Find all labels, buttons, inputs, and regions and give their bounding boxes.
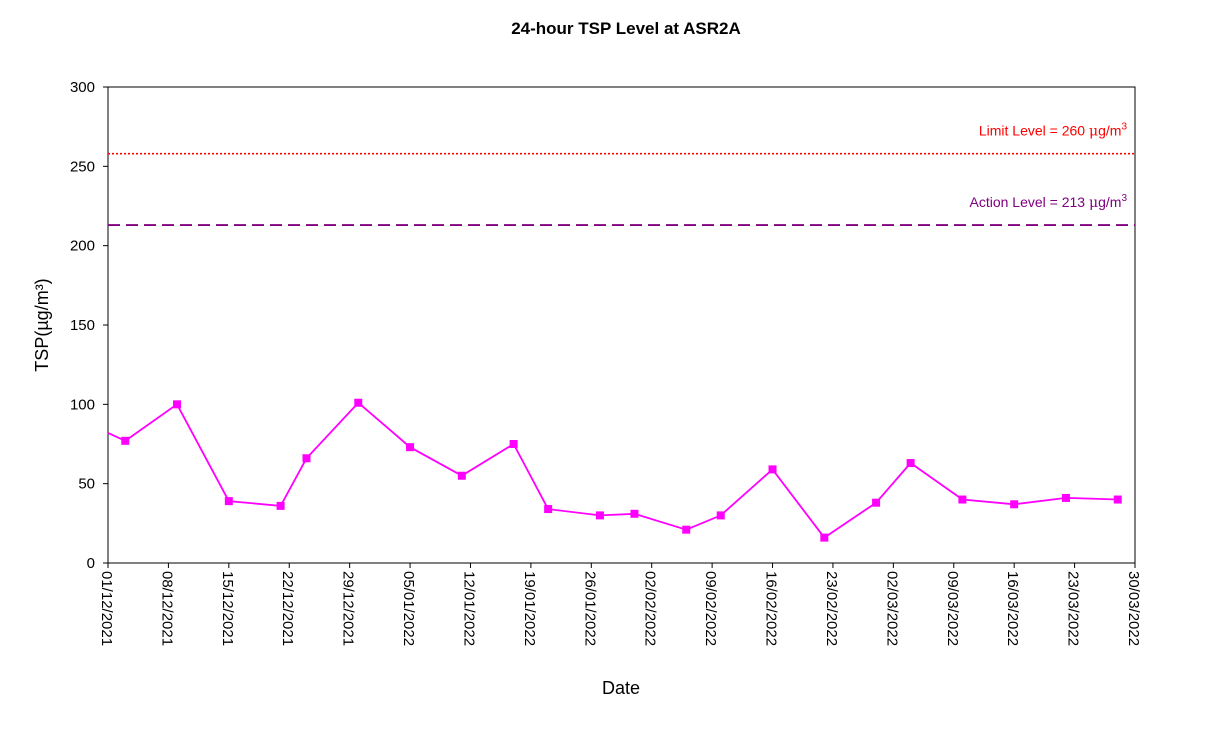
reference-label-unit: g/m xyxy=(1098,123,1121,139)
y-axis: 0 50 100 150 200 250 300 xyxy=(70,79,108,572)
x-tick-label: 23/02/2022 xyxy=(823,571,840,646)
data-point xyxy=(958,495,967,504)
data-point xyxy=(544,505,553,514)
x-tick-label: 05/01/2022 xyxy=(400,571,417,646)
reference-label-unit: g/m xyxy=(1098,194,1121,210)
x-tick-label: 30/03/2022 xyxy=(1125,571,1142,646)
x-tick-label: 08/12/2021 xyxy=(158,571,175,646)
x-tick-label: 16/02/2022 xyxy=(763,571,780,646)
data-point xyxy=(1061,493,1070,502)
x-tick-label: 02/03/2022 xyxy=(883,571,900,646)
data-point xyxy=(173,400,182,409)
data-point xyxy=(820,533,829,542)
series-tsp xyxy=(107,398,1122,542)
reference-label-sup: 3 xyxy=(1121,193,1127,204)
data-point xyxy=(768,465,777,474)
reference-line-label: Limit Level = 260 μg/m3 xyxy=(979,122,1128,140)
y-tick-label: 50 xyxy=(78,476,95,493)
y-tick-label: 250 xyxy=(70,158,95,175)
data-point xyxy=(682,525,691,534)
x-tick-label: 26/01/2022 xyxy=(581,571,598,646)
data-point xyxy=(906,459,915,468)
data-point xyxy=(406,443,415,452)
x-tick-label: 29/12/2021 xyxy=(340,571,357,646)
y-tick-label: 200 xyxy=(70,238,95,255)
y-axis-label: TSP(µg/m³) xyxy=(32,278,52,371)
data-point xyxy=(224,497,233,506)
data-point xyxy=(509,440,518,448)
x-tick-label: 01/12/2021 xyxy=(98,571,115,646)
x-tick-label: 19/01/2022 xyxy=(521,571,538,646)
chart-title: 24-hour TSP Level at ASR2A xyxy=(511,19,741,38)
data-point xyxy=(630,509,639,518)
x-tick-label: 02/02/2022 xyxy=(642,571,659,646)
x-tick-label: 09/03/2022 xyxy=(944,571,961,646)
reference-line-label: Action Level = 213 μg/m3 xyxy=(970,193,1128,211)
x-axis-label: Date xyxy=(602,678,640,698)
reference-label-mu: μ xyxy=(1089,124,1098,140)
data-point xyxy=(716,511,725,520)
data-point xyxy=(872,498,881,507)
x-tick-label: 09/02/2022 xyxy=(702,571,719,646)
reference-label-sup: 3 xyxy=(1121,122,1127,133)
data-point xyxy=(302,454,311,463)
reference-label-mu: μ xyxy=(1089,195,1098,211)
series-line xyxy=(107,401,1118,539)
data-point xyxy=(121,436,130,445)
y-tick-label: 100 xyxy=(70,396,95,413)
x-tick-label: 16/03/2022 xyxy=(1004,571,1021,646)
y-tick-label: 150 xyxy=(70,317,95,334)
data-point xyxy=(595,511,604,520)
y-tick-label: 300 xyxy=(70,79,95,96)
x-axis: 01/12/2021 08/12/2021 15/12/2021 22/12/2021… xyxy=(98,563,1142,646)
x-tick-label: 22/12/2021 xyxy=(279,571,296,646)
x-tick-label: 23/03/2022 xyxy=(1065,571,1082,646)
y-tick-label: 0 xyxy=(87,555,95,572)
reference-label-prefix: Limit Level = 260 xyxy=(979,123,1089,139)
data-point xyxy=(1010,500,1019,509)
x-tick-label: 15/12/2021 xyxy=(219,571,236,646)
reference-label-prefix: Action Level = 213 xyxy=(970,194,1089,210)
data-point xyxy=(354,398,363,407)
data-point xyxy=(1113,495,1122,504)
plot-area xyxy=(107,86,1136,564)
data-point xyxy=(457,471,466,480)
data-point xyxy=(276,501,285,510)
x-tick-label: 12/01/2022 xyxy=(460,571,477,646)
